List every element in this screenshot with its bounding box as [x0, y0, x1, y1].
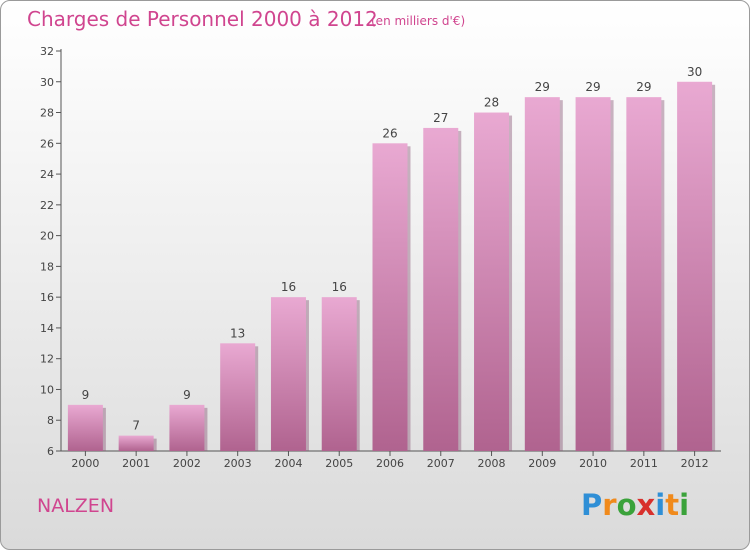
y-tick-label: 26 — [40, 137, 54, 150]
data-label: 9 — [183, 388, 191, 402]
x-tick-label: 2007 — [427, 457, 455, 470]
logo-letter: o — [616, 488, 637, 522]
bar — [524, 97, 560, 452]
data-label: 7 — [132, 419, 140, 433]
x-tick-label: 2005 — [325, 457, 353, 470]
bar — [321, 297, 357, 451]
bar — [626, 97, 662, 452]
x-tick-label: 2010 — [579, 457, 607, 470]
data-label: 16 — [281, 280, 296, 294]
proxiti-logo: Proxiti — [581, 488, 689, 522]
bar — [575, 97, 611, 452]
bar — [118, 435, 154, 451]
y-tick-label: 32 — [40, 45, 54, 58]
x-tick-label: 2011 — [630, 457, 658, 470]
y-tick-label: 22 — [40, 199, 54, 212]
data-label: 29 — [585, 80, 600, 94]
chart-subtitle: (en milliers d'€) — [371, 14, 466, 28]
data-label: 13 — [230, 326, 245, 340]
x-tick-label: 2002 — [173, 457, 201, 470]
bar — [220, 343, 256, 451]
y-tick-label: 24 — [40, 168, 54, 181]
bar — [67, 404, 103, 451]
x-tick-label: 2000 — [71, 457, 99, 470]
data-label: 16 — [332, 280, 347, 294]
logo-letter: x — [636, 488, 656, 522]
bar — [423, 127, 459, 451]
x-tick-label: 2009 — [528, 457, 556, 470]
y-tick-label: 28 — [40, 107, 54, 120]
bar — [270, 297, 306, 451]
y-tick-label: 8 — [47, 414, 54, 427]
data-label: 27 — [433, 111, 448, 125]
data-label: 30 — [687, 65, 702, 79]
y-tick-label: 12 — [40, 353, 54, 366]
x-tick-label: 2004 — [274, 457, 302, 470]
bar — [169, 404, 205, 451]
y-tick-label: 10 — [40, 383, 54, 396]
y-tick-label: 18 — [40, 260, 54, 273]
x-tick-label: 2003 — [224, 457, 252, 470]
chart-title: Charges de Personnel 2000 à 2012 — [27, 7, 378, 31]
location-name: NALZEN — [37, 495, 115, 517]
logo-letter: t — [665, 488, 680, 522]
x-tick-label: 2001 — [122, 457, 150, 470]
logo-letter: r — [602, 488, 617, 522]
data-label: 28 — [484, 96, 499, 110]
x-tick-label: 2006 — [376, 457, 404, 470]
bar — [474, 112, 510, 452]
logo-letter: i — [679, 488, 690, 522]
logo-letter: i — [655, 488, 666, 522]
data-label: 29 — [636, 80, 651, 94]
data-label: 26 — [382, 126, 397, 140]
bar — [372, 143, 408, 452]
y-tick-label: 30 — [40, 76, 54, 89]
y-tick-label: 14 — [40, 322, 54, 335]
data-label: 29 — [535, 80, 550, 94]
data-label: 9 — [82, 388, 90, 402]
y-tick-label: 6 — [47, 445, 54, 458]
x-tick-label: 2012 — [681, 457, 709, 470]
logo-letter: P — [581, 488, 603, 522]
bar — [677, 81, 713, 452]
x-tick-label: 2008 — [478, 457, 506, 470]
y-tick-label: 20 — [40, 230, 54, 243]
y-tick-label: 16 — [40, 291, 54, 304]
